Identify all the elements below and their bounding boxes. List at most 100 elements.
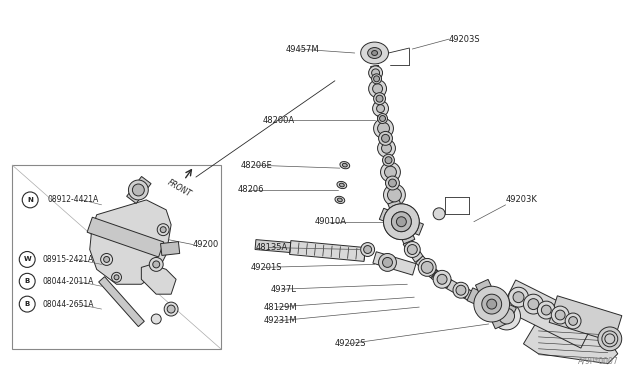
Polygon shape: [373, 252, 416, 275]
Circle shape: [392, 212, 412, 232]
Circle shape: [129, 180, 148, 200]
Text: B: B: [24, 278, 30, 284]
Circle shape: [396, 217, 406, 227]
Circle shape: [132, 184, 145, 196]
Circle shape: [369, 66, 383, 80]
Polygon shape: [467, 288, 516, 320]
Text: 48200A: 48200A: [262, 116, 294, 125]
Circle shape: [376, 95, 383, 102]
Circle shape: [364, 246, 372, 253]
Text: 49203K: 49203K: [506, 195, 538, 204]
Circle shape: [381, 134, 390, 142]
Circle shape: [19, 273, 35, 289]
Text: 48206: 48206: [237, 186, 264, 195]
Circle shape: [433, 270, 451, 288]
Circle shape: [167, 305, 175, 313]
Circle shape: [378, 122, 390, 134]
Polygon shape: [392, 199, 403, 221]
Circle shape: [385, 176, 399, 190]
Circle shape: [419, 259, 436, 276]
Circle shape: [374, 119, 394, 138]
Circle shape: [383, 204, 419, 240]
Ellipse shape: [340, 161, 349, 169]
Circle shape: [22, 192, 38, 208]
Circle shape: [149, 257, 163, 271]
Polygon shape: [289, 241, 365, 262]
Polygon shape: [388, 200, 415, 244]
Polygon shape: [376, 110, 387, 131]
Ellipse shape: [342, 163, 348, 167]
Polygon shape: [255, 240, 291, 253]
Circle shape: [378, 131, 392, 145]
Circle shape: [378, 113, 387, 124]
Circle shape: [482, 294, 502, 314]
Circle shape: [528, 299, 539, 310]
Circle shape: [378, 140, 396, 157]
Text: 49010A: 49010A: [315, 217, 347, 226]
Circle shape: [407, 244, 417, 254]
Circle shape: [437, 274, 447, 284]
Circle shape: [164, 302, 178, 316]
Circle shape: [151, 314, 161, 324]
Circle shape: [369, 80, 387, 98]
Circle shape: [487, 299, 497, 309]
Circle shape: [111, 272, 122, 282]
Circle shape: [385, 166, 396, 178]
Text: 48135A: 48135A: [255, 243, 288, 252]
Circle shape: [372, 101, 388, 116]
Circle shape: [381, 162, 401, 182]
Ellipse shape: [372, 51, 378, 55]
Circle shape: [361, 243, 374, 256]
Text: 48206E: 48206E: [241, 161, 273, 170]
Circle shape: [383, 154, 394, 166]
Circle shape: [104, 256, 109, 262]
Ellipse shape: [339, 183, 344, 187]
Polygon shape: [388, 174, 399, 201]
Polygon shape: [403, 239, 424, 262]
Circle shape: [513, 292, 524, 303]
Circle shape: [372, 69, 380, 77]
Polygon shape: [447, 280, 469, 298]
Text: 08044-2011A: 08044-2011A: [42, 277, 93, 286]
Text: W: W: [23, 256, 31, 263]
Ellipse shape: [337, 182, 347, 189]
Bar: [12, 165, 221, 349]
Circle shape: [499, 308, 515, 324]
Circle shape: [383, 257, 392, 267]
Text: B: B: [24, 301, 30, 307]
Text: 49231M: 49231M: [264, 317, 297, 326]
Circle shape: [404, 241, 420, 257]
Polygon shape: [141, 264, 176, 294]
Circle shape: [433, 208, 445, 220]
Circle shape: [551, 306, 569, 324]
Polygon shape: [383, 150, 396, 176]
Circle shape: [493, 302, 520, 330]
Ellipse shape: [337, 198, 342, 202]
Circle shape: [114, 275, 119, 280]
Circle shape: [380, 116, 385, 122]
Text: 4937L: 4937L: [270, 285, 296, 294]
Text: 49201S: 49201S: [250, 263, 282, 272]
Circle shape: [383, 204, 419, 240]
Circle shape: [602, 331, 618, 347]
Text: 08044-2651A: 08044-2651A: [42, 299, 93, 309]
Polygon shape: [380, 129, 392, 151]
Polygon shape: [465, 290, 491, 309]
Text: A/9P*0007: A/9P*0007: [578, 356, 619, 365]
Text: 48129M: 48129M: [264, 302, 297, 312]
Circle shape: [565, 313, 581, 329]
Circle shape: [538, 301, 556, 319]
Circle shape: [556, 310, 565, 320]
Circle shape: [605, 334, 615, 344]
Polygon shape: [99, 277, 144, 327]
Polygon shape: [524, 319, 618, 364]
Circle shape: [160, 227, 166, 232]
Text: 49457M: 49457M: [285, 45, 319, 54]
Circle shape: [153, 261, 160, 268]
Circle shape: [376, 105, 385, 113]
Polygon shape: [87, 217, 164, 257]
Circle shape: [598, 327, 621, 351]
Ellipse shape: [367, 48, 381, 58]
Circle shape: [157, 224, 169, 235]
Polygon shape: [371, 65, 381, 86]
